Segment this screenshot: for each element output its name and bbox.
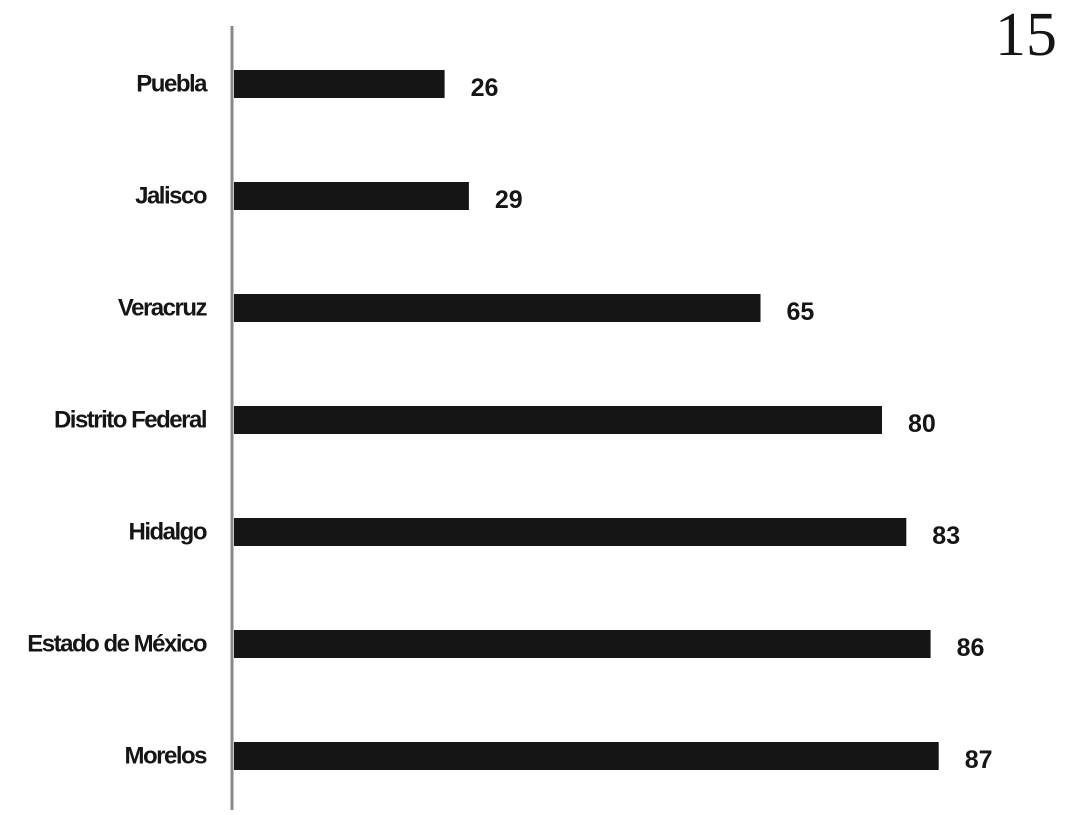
bars-group: [234, 70, 939, 770]
bar-puebla: [234, 70, 445, 98]
category-label-hidalgo: Hidalgo: [129, 519, 207, 546]
bar-morelos: [234, 742, 939, 770]
category-labels-group: Puebla Jalisco Veracruz Distrito Federal Hid…: [27, 71, 209, 770]
value-label-hidalgo: 83: [932, 522, 960, 550]
value-label-jalisco: 29: [495, 186, 523, 214]
value-label-distrito-federal: 80: [908, 410, 936, 438]
category-label-veracruz: Veracruz: [118, 295, 208, 322]
category-label-estado-de-mexico: Estado de México: [27, 631, 207, 658]
value-label-estado-de-mexico: 86: [957, 634, 985, 662]
bar-hidalgo: [234, 518, 907, 546]
value-label-veracruz: 65: [787, 298, 815, 326]
bar-jalisco: [234, 182, 469, 210]
page-number: 15: [995, 1, 1057, 69]
category-label-jalisco: Jalisco: [135, 183, 207, 210]
category-label-distrito-federal: Distrito Federal: [54, 407, 206, 434]
value-label-morelos: 87: [965, 746, 993, 774]
category-label-puebla: Puebla: [136, 71, 208, 98]
value-label-puebla: 26: [471, 74, 499, 102]
category-label-morelos: Morelos: [124, 743, 207, 770]
bar-distrito-federal: [234, 406, 882, 434]
bar-veracruz: [234, 294, 761, 322]
bar-estado-de-mexico: [234, 630, 931, 658]
value-labels-group: 26 29 65 80 83 86 87: [471, 74, 993, 774]
